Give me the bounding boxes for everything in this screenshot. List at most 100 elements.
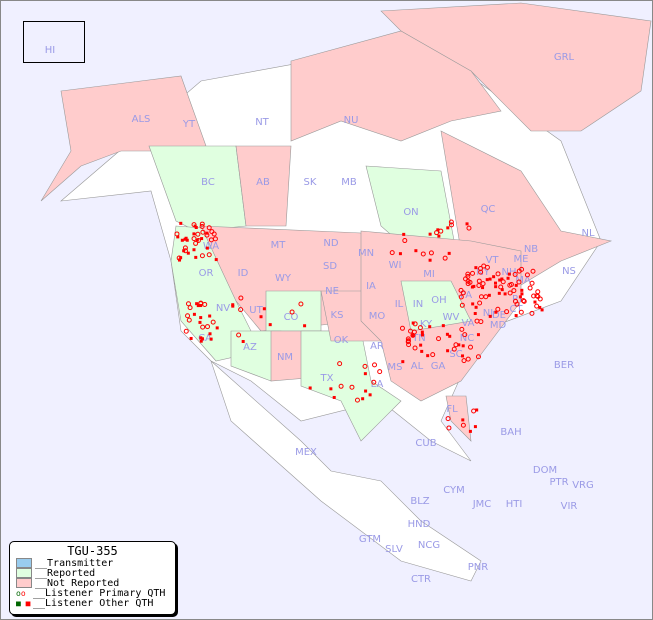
listener-other-qth-marker	[500, 277, 504, 281]
listener-primary-qth-marker	[448, 222, 454, 228]
listener-primary-qth-marker	[468, 344, 474, 350]
region-label-pa: PA	[460, 290, 472, 301]
legend-reported: __Reported	[16, 568, 175, 579]
region-label-nj: NJ	[483, 308, 493, 319]
region-label-nb: NB	[524, 244, 538, 255]
listener-other-qth-marker	[368, 393, 372, 397]
hawaii-inset	[23, 21, 85, 63]
listener-primary-qth-marker	[516, 279, 522, 285]
listener-primary-qth-marker	[442, 255, 448, 261]
listener-other-qth-marker	[180, 238, 184, 242]
listener-primary-qth-marker	[475, 354, 481, 360]
listener-primary-qth-marker	[185, 301, 191, 307]
listener-other-qth-marker	[199, 339, 203, 343]
listener-other-qth-marker	[503, 292, 507, 296]
listener-primary-qth-marker	[338, 383, 344, 389]
listener-other-qth-marker	[446, 226, 450, 230]
region-label-nm: NM	[277, 352, 293, 363]
listener-primary-qth-marker	[474, 318, 480, 324]
region-label-ns: NS	[562, 266, 576, 277]
listener-other-qth-marker	[420, 349, 424, 353]
listener-primary-qth-marker	[476, 278, 482, 284]
region-label-la: LA	[371, 379, 384, 390]
listener-other-qth-marker	[414, 249, 418, 253]
listener-other-qth-marker	[192, 248, 196, 252]
listener-other-qth-marker	[507, 272, 511, 276]
listener-primary-qth-marker	[471, 408, 477, 414]
listener-other-qth-marker	[332, 395, 336, 399]
listener-primary-qth-marker	[478, 269, 484, 275]
region-label-cub: CUB	[415, 438, 436, 449]
listener-primary-qth-marker	[529, 280, 535, 286]
region-label-als: ALS	[132, 114, 151, 125]
region-label-cym: CYM	[443, 485, 465, 496]
listener-primary-qth-marker	[371, 379, 377, 385]
region-label-wa: WA	[203, 241, 219, 252]
listener-other-qth-marker	[401, 360, 405, 364]
region-label-sk: SK	[304, 177, 317, 188]
region-label-de: DE	[492, 310, 506, 321]
region-label-tn: TN	[411, 333, 426, 344]
listener-primary-qth-marker	[467, 279, 473, 285]
legend-title: TGU-355	[67, 544, 118, 558]
region-label-ky: KY	[420, 319, 433, 330]
listener-other-qth-marker	[195, 238, 199, 242]
listener-other-qth-marker	[195, 302, 199, 306]
listener-other-qth-marker	[241, 339, 245, 343]
region-label-nh: NH	[502, 267, 517, 278]
listener-other-qth-marker	[428, 232, 432, 236]
listener-other-qth-marker	[361, 397, 365, 401]
listener-primary-qth-marker	[199, 221, 205, 227]
region-label-md: MD	[490, 320, 507, 331]
listener-other-qth-marker	[498, 278, 502, 282]
legend-not-reported: __Not Reported	[16, 578, 175, 589]
listener-other-qth-marker	[533, 300, 537, 304]
listener-other-qth-marker	[199, 304, 203, 308]
listener-other-qth-marker	[473, 312, 477, 316]
region-label-ca: CA	[198, 333, 212, 344]
listener-other-qth-marker	[494, 310, 498, 314]
region-label-bah: BAH	[500, 427, 521, 438]
other-qth-icon: ■ ■	[16, 598, 31, 608]
region-label-in: IN	[413, 299, 423, 310]
region-label-tx: TX	[320, 373, 334, 384]
region-label-mt: MT	[271, 240, 287, 251]
listener-other-qth-marker	[476, 333, 480, 337]
listener-other-qth-marker	[194, 255, 198, 259]
listener-primary-qth-marker	[199, 223, 205, 229]
listener-other-qth-marker	[179, 221, 183, 225]
listener-primary-qth-marker	[372, 362, 378, 368]
listener-other-qth-marker	[461, 344, 465, 348]
listener-primary-qth-marker	[465, 356, 471, 362]
listener-other-qth-marker	[411, 334, 415, 338]
region-label-nl: NL	[581, 228, 594, 239]
legend-transmitter: __Transmitter	[16, 558, 175, 569]
listener-other-qth-marker	[457, 343, 461, 347]
listener-other-qth-marker	[419, 343, 423, 347]
listener-primary-qth-marker	[183, 328, 189, 334]
listener-other-qth-marker	[198, 320, 202, 324]
listener-primary-qth-marker	[210, 319, 216, 325]
listener-primary-qth-marker	[412, 345, 418, 351]
listener-other-qth-marker	[474, 266, 478, 270]
listener-primary-qth-marker	[462, 332, 468, 338]
listener-primary-qth-marker	[459, 326, 465, 332]
listener-primary-qth-marker	[208, 237, 214, 243]
listener-primary-qth-marker	[480, 281, 486, 287]
listener-primary-qth-marker	[438, 228, 444, 234]
listener-other-qth-marker	[259, 315, 263, 319]
listener-primary-qth-marker	[521, 298, 527, 304]
listener-other-qth-marker	[465, 222, 469, 226]
listener-primary-qth-marker	[460, 422, 466, 428]
listener-other-qth-marker	[471, 302, 475, 306]
listener-other-qth-marker	[487, 293, 491, 297]
listener-primary-qth-marker	[186, 317, 192, 323]
listener-other-qth-marker	[500, 288, 504, 292]
region-label-il: IL	[395, 299, 404, 310]
region-label-jmc: JMC	[472, 499, 492, 510]
region-label-wi: WI	[389, 260, 402, 271]
region-label-slv: SLV	[385, 544, 403, 555]
listener-other-qth-marker	[473, 425, 477, 429]
listener-primary-qth-marker	[524, 272, 530, 278]
